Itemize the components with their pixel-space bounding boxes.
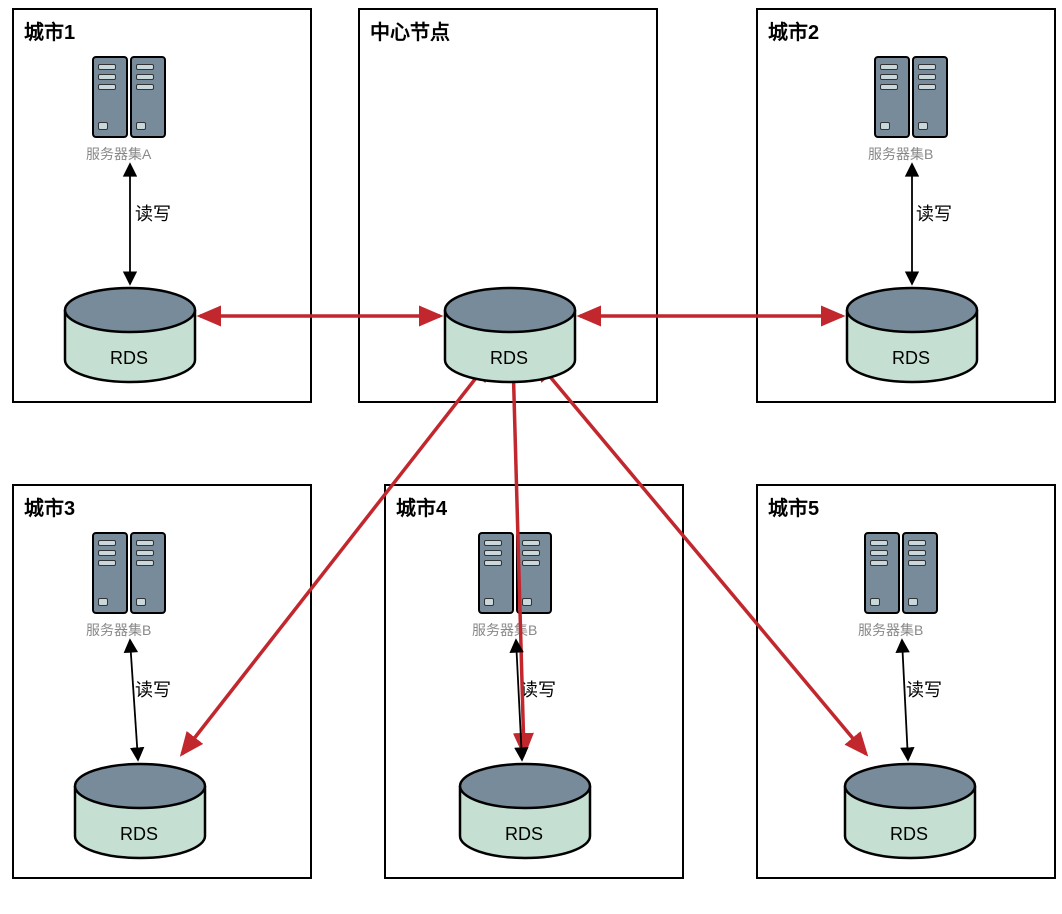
box-title-city4: 城市4 xyxy=(396,492,447,521)
server-label-city5: 服务器集B xyxy=(858,620,923,640)
server-cluster-city5 xyxy=(864,532,938,614)
rw-label-city4: 读写 xyxy=(520,676,556,702)
cyl-label-center: RDS xyxy=(490,348,528,369)
rw-label-city3: 读写 xyxy=(135,676,171,702)
cyl-label-city2: RDS xyxy=(892,348,930,369)
server-icon xyxy=(874,56,910,138)
box-title-city2: 城市2 xyxy=(768,16,819,45)
server-icon xyxy=(912,56,948,138)
server-icon xyxy=(92,56,128,138)
rw-label-city2: 读写 xyxy=(916,200,952,226)
rw-label-city5: 读写 xyxy=(906,676,942,702)
server-icon xyxy=(478,532,514,614)
server-icon xyxy=(902,532,938,614)
box-center: 中心节点 xyxy=(358,8,658,403)
cyl-label-city4: RDS xyxy=(505,824,543,845)
server-label-city4: 服务器集B xyxy=(472,620,537,640)
server-cluster-city1 xyxy=(92,56,166,138)
server-icon xyxy=(130,532,166,614)
cyl-label-city3: RDS xyxy=(120,824,158,845)
server-icon xyxy=(516,532,552,614)
server-label-city2: 服务器集B xyxy=(868,144,933,164)
server-icon xyxy=(864,532,900,614)
rw-label-city1: 读写 xyxy=(135,200,171,226)
box-title-city3: 城市3 xyxy=(24,492,75,521)
server-icon xyxy=(130,56,166,138)
server-label-city3: 服务器集B xyxy=(86,620,151,640)
box-title-city1: 城市1 xyxy=(24,16,75,45)
server-cluster-city4 xyxy=(478,532,552,614)
cyl-label-city1: RDS xyxy=(110,348,148,369)
server-cluster-city2 xyxy=(874,56,948,138)
server-icon xyxy=(92,532,128,614)
cyl-label-city5: RDS xyxy=(890,824,928,845)
box-title-city5: 城市5 xyxy=(768,492,819,521)
box-title-center: 中心节点 xyxy=(370,16,450,45)
server-label-city1: 服务器集A xyxy=(86,144,151,164)
server-cluster-city3 xyxy=(92,532,166,614)
